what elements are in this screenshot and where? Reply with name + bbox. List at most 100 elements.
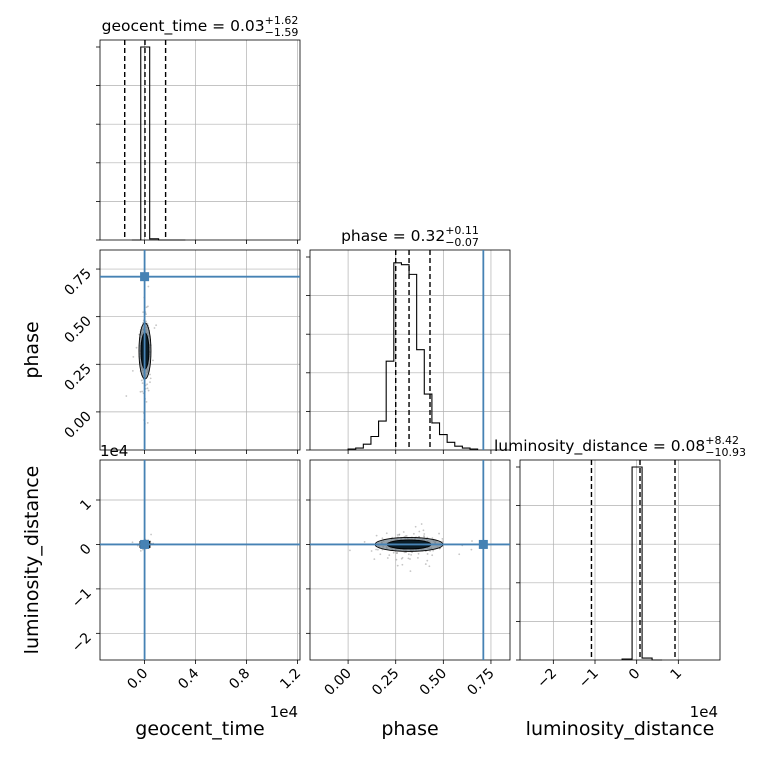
histogram-title-phase: phase = 0.32+0.11 −0.07: [341, 224, 479, 249]
sample-point: [422, 529, 425, 532]
title-main: geocent_time = 0.03: [102, 17, 265, 36]
sample-point: [398, 533, 401, 536]
histogram-frame-geocent_time: [99, 39, 301, 241]
hist-grid-x: [144, 40, 298, 240]
y-tick-label: −2: [69, 630, 95, 656]
sample-point: [386, 557, 389, 559]
sample-point: [349, 549, 351, 552]
sample-point: [385, 532, 388, 535]
x-tick-label: 1.2: [277, 666, 304, 693]
x-tick-label: 0.50: [417, 666, 450, 699]
x-tick-label: 0.4: [175, 665, 202, 692]
histogram-frame-phase: [309, 249, 511, 451]
sample-point: [379, 553, 382, 556]
y-axis-label-phase: phase: [21, 321, 43, 378]
histogram-title-luminosity_distance: luminosity_distance = 0.08+8.42 −10.93: [494, 434, 746, 459]
sample-point: [363, 541, 366, 543]
histogram-steps-phase: [347, 262, 479, 450]
sample-point: [370, 550, 373, 552]
sample-point: [145, 320, 147, 323]
sample-point: [147, 305, 149, 308]
sample-point: [431, 537, 434, 540]
sample-point: [135, 346, 138, 349]
title-upper-error: +1.62: [265, 14, 299, 27]
title-upper-error: +8.42: [705, 434, 739, 447]
sample-point: [395, 558, 398, 561]
sample-point: [426, 553, 429, 555]
y-tick-label: 0.75: [61, 266, 94, 299]
title-main: luminosity_distance = 0.08: [494, 437, 705, 456]
sample-point: [396, 564, 399, 567]
sample-point: [441, 540, 444, 543]
title-upper-error: +0.11: [445, 224, 479, 237]
scatter-grid: [100, 460, 300, 660]
sample-point: [420, 523, 423, 525]
y-axis-label-luminosity-distance: luminosity_distance: [21, 466, 43, 655]
sample-point: [410, 553, 413, 556]
sample-point: [398, 534, 401, 536]
sample-point: [409, 558, 411, 560]
sample-point: [139, 390, 142, 393]
sample-point: [149, 377, 152, 380]
y-tick-label: 0.00: [61, 408, 94, 441]
sample-point: [424, 563, 427, 565]
sample-point: [392, 551, 395, 554]
sample-point: [423, 536, 426, 538]
y-tick-label: −1: [69, 585, 95, 611]
histogram-title-geocent_time: geocent_time = 0.03+1.62 −1.59: [102, 14, 299, 39]
y-tick-label: 0.25: [61, 361, 94, 394]
sample-point: [409, 570, 412, 573]
truth-marker: [478, 539, 488, 549]
sample-point: [146, 383, 149, 386]
hist-grid-y: [520, 505, 720, 622]
sample-point: [407, 553, 410, 556]
sample-point: [141, 390, 144, 393]
sample-point: [470, 548, 473, 551]
x-axis-label-luminosity-distance: luminosity_distance: [526, 718, 715, 740]
scatter-frame-geocent_time-phase: [99, 249, 301, 451]
x-tick-label: −1: [576, 666, 602, 692]
sample-point: [147, 389, 150, 392]
sample-point: [396, 534, 399, 536]
sample-point: [131, 541, 134, 544]
sample-point: [155, 324, 158, 327]
hist-grid-x: [552, 460, 679, 660]
title-main: phase = 0.32: [341, 227, 445, 245]
sample-point: [414, 525, 417, 528]
sample-point: [407, 557, 410, 560]
sample-point: [139, 549, 142, 552]
sample-point: [131, 369, 134, 372]
sample-point: [377, 548, 379, 551]
scatter-grid: [100, 250, 300, 450]
sample-point: [428, 565, 431, 568]
sample-point: [432, 549, 435, 552]
sample-point: [403, 551, 406, 554]
y-tick-label: 0.50: [61, 313, 94, 346]
sample-point: [375, 534, 378, 537]
x-axis-label-phase: phase: [381, 718, 438, 740]
x-tick-label: −2: [534, 666, 560, 692]
y-tick-label: 0: [77, 541, 95, 559]
sample-point: [381, 537, 384, 540]
sample-point: [145, 400, 148, 403]
sample-point: [458, 553, 461, 556]
x-tick-label: 0.0: [124, 666, 151, 693]
sample-point: [152, 359, 154, 362]
sample-point: [147, 285, 150, 288]
sample-point: [145, 306, 148, 309]
x-tick-label: 0.75: [464, 666, 497, 699]
sample-point: [404, 535, 407, 538]
sample-point: [140, 379, 143, 382]
truth-marker: [140, 272, 150, 282]
sample-point: [375, 548, 377, 551]
sample-point: [395, 552, 398, 555]
x-offset-label-geocent-time: 1e4: [270, 703, 298, 721]
scatter-frame-geocent_time-luminosity_distance: [99, 459, 301, 661]
x-tick-label: 0.25: [369, 666, 402, 699]
sample-point: [132, 355, 135, 358]
x-tick-label: 0.00: [322, 666, 355, 699]
sample-point: [418, 530, 421, 533]
sample-point: [401, 556, 404, 559]
scatter-frame-phase-luminosity_distance: [309, 459, 511, 661]
